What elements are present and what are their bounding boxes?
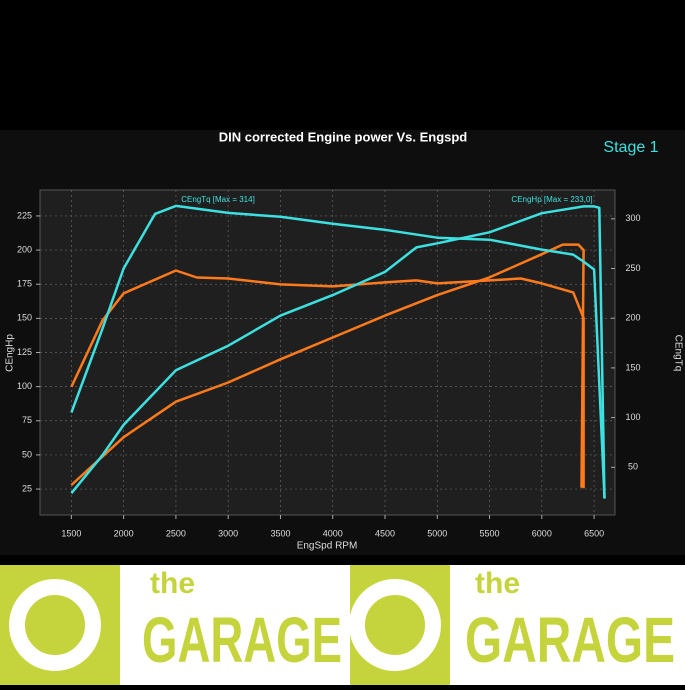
y2-tick-label: 50 xyxy=(628,462,638,472)
y-tick-label: 75 xyxy=(22,415,32,425)
x-tick-label: 1500 xyxy=(61,528,81,538)
logo-ring xyxy=(349,579,441,671)
x-tick-label: 2000 xyxy=(114,528,134,538)
y-tick-label: 175 xyxy=(17,279,32,289)
banner-big: GARAGE xyxy=(465,604,675,676)
y2-tick-label: 300 xyxy=(625,213,640,223)
x-tick-label: 2500 xyxy=(166,528,186,538)
line xyxy=(70,269,585,489)
x-tick-label: 3500 xyxy=(270,528,290,538)
y2-tick-label: 100 xyxy=(625,412,640,422)
banner-small: the xyxy=(150,567,195,600)
y-tick-label: 225 xyxy=(17,210,32,220)
series-label: CEngHp [Max = 233,0] xyxy=(511,195,592,204)
x-tick-label: 5000 xyxy=(427,528,447,538)
x-tick-label: 5500 xyxy=(480,528,500,538)
y-tick-label: 25 xyxy=(22,483,32,493)
y2-tick-label: 250 xyxy=(625,263,640,273)
x-tick-label: 6000 xyxy=(532,528,552,538)
x-tick-label: 6500 xyxy=(584,528,604,538)
line xyxy=(70,204,606,499)
logo-ring xyxy=(9,579,101,671)
y2-tick-label: 200 xyxy=(625,313,640,323)
x-tick-label: 4500 xyxy=(375,528,395,538)
series-label: CEngTq [Max = 314] xyxy=(181,195,255,204)
chart-title: DIN corrected Engine power Vs. Engspd xyxy=(219,129,468,144)
banner-big: GARAGE xyxy=(142,604,342,676)
x-tick-label: 4000 xyxy=(323,528,343,538)
y2-tick-label: 150 xyxy=(625,362,640,372)
y-axis-label: CEngHp xyxy=(5,334,16,372)
x-tick-label: 3000 xyxy=(218,528,238,538)
banner: the GARAGE the GARAGE xyxy=(0,565,685,685)
y-tick-label: 50 xyxy=(22,449,32,459)
stage-label: Stage 1 xyxy=(603,139,658,156)
y-tick-label: 200 xyxy=(17,244,32,254)
y-tick-label: 125 xyxy=(17,347,32,357)
y-tick-label: 100 xyxy=(17,381,32,391)
y2-axis-label: CEngTq xyxy=(672,335,683,372)
y-tick-label: 150 xyxy=(17,313,32,323)
line xyxy=(70,205,606,499)
banner-small: the xyxy=(475,567,520,600)
line xyxy=(70,243,585,488)
x-axis-label: EngSpd RPM xyxy=(297,541,358,552)
